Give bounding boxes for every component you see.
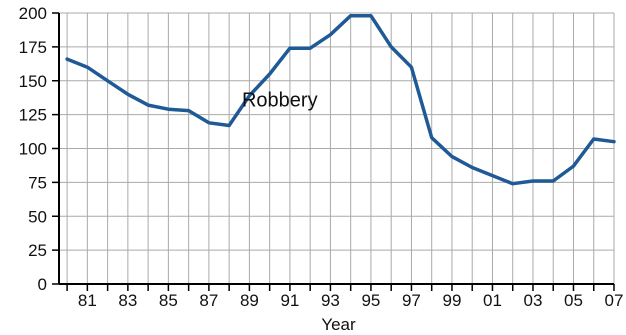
x-tick-label: 99 — [442, 291, 461, 310]
y-tick-label: 50 — [28, 207, 47, 226]
x-tick-label: 85 — [159, 291, 178, 310]
y-tick-label: 0 — [38, 275, 47, 294]
x-tick-label: 05 — [564, 291, 583, 310]
series-line-robbery — [65, 13, 616, 186]
x-tick-label: 93 — [321, 291, 340, 310]
x-tick-label: 91 — [280, 291, 299, 310]
y-tick-label: 75 — [28, 173, 47, 192]
y-tick-label: 100 — [19, 140, 47, 159]
series-annotation-label: Robbery — [242, 90, 318, 112]
y-tick-label: 150 — [19, 72, 47, 91]
y-tick-label: 25 — [28, 241, 47, 260]
y-tick-label: 125 — [19, 106, 47, 125]
x-tick-label: 97 — [402, 291, 421, 310]
x-tick-label: 03 — [524, 291, 543, 310]
x-tick-label: 89 — [240, 291, 259, 310]
y-tick-label: 200 — [19, 4, 47, 23]
x-tick-label: 07 — [605, 291, 624, 310]
annotations: Robbery — [242, 90, 318, 112]
x-axis-title: Year — [321, 315, 356, 334]
x-tick-label: 87 — [199, 291, 218, 310]
x-tick-label: 01 — [483, 291, 502, 310]
grid — [59, 12, 615, 285]
tick-labels: 0 25 50 75 100 125 150 175 200 81 83 85 87 89 91 93 95 97… — [19, 4, 624, 310]
axes — [52, 12, 615, 291]
y-tick-label: 175 — [19, 38, 47, 57]
x-tick-label: 83 — [118, 291, 137, 310]
x-tick-label: 81 — [78, 291, 97, 310]
series-layer — [65, 13, 616, 186]
x-tick-label: 95 — [361, 291, 380, 310]
